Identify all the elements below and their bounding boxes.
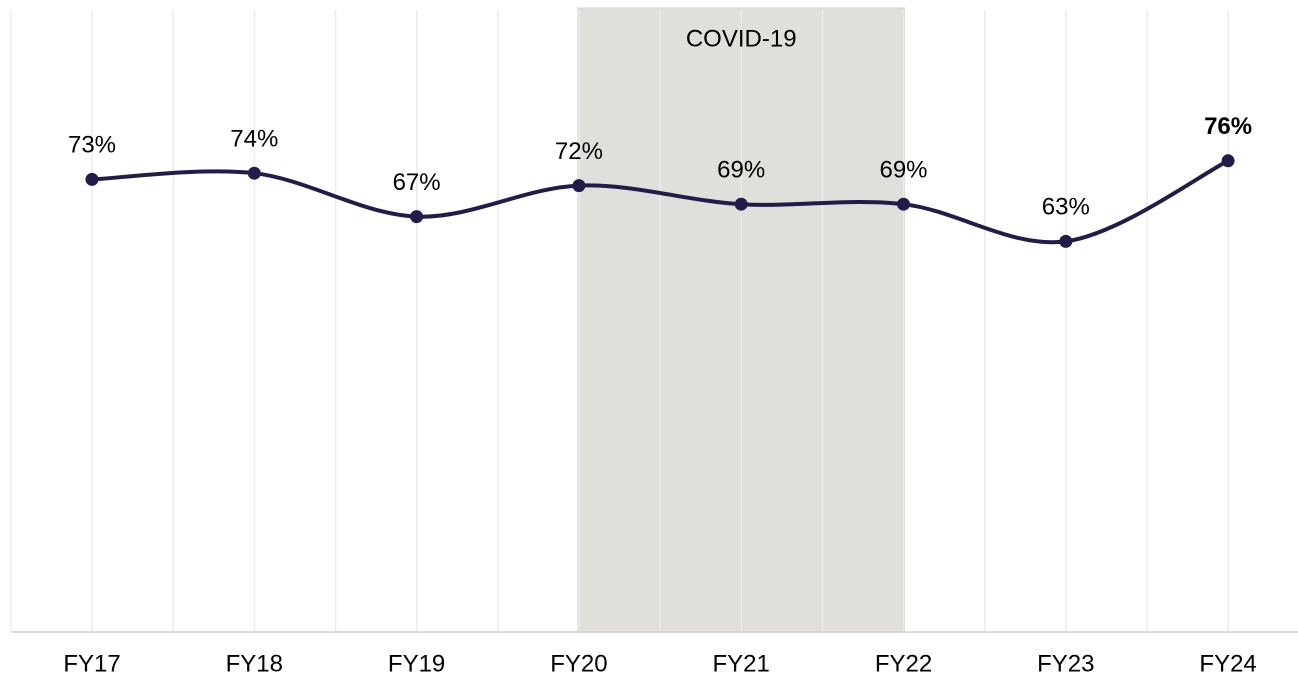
value-label: 69%	[717, 157, 765, 184]
point	[572, 179, 586, 193]
x-tick-label: FY17	[63, 650, 120, 677]
x-tick-label: FY24	[1199, 650, 1256, 677]
annotation-label: COVID-19	[686, 25, 797, 52]
point	[1059, 234, 1073, 248]
value-label: 76%	[1204, 113, 1252, 140]
line	[90, 158, 1231, 245]
point	[85, 172, 99, 186]
value-label: 74%	[230, 126, 278, 153]
x-tick-label: FY20	[550, 650, 607, 677]
value-label: 69%	[879, 157, 927, 184]
x-tick-label: FY23	[1037, 650, 1094, 677]
point	[897, 197, 910, 211]
value-label: 63%	[1042, 194, 1090, 221]
x-tick-label: FY18	[226, 650, 283, 677]
x-tick-label: FY19	[388, 650, 445, 677]
value-label: 73%	[68, 132, 116, 159]
x-tick-label: FY21	[713, 650, 770, 677]
point	[410, 210, 424, 224]
x-tick-label: FY22	[875, 650, 932, 677]
value-label: 67%	[393, 169, 441, 196]
point	[734, 197, 748, 211]
point	[247, 166, 261, 180]
grid-layer	[10, 10, 1229, 632]
point	[1221, 154, 1235, 168]
value-label: 72%	[555, 138, 603, 165]
